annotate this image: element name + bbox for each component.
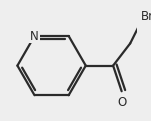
Text: N: N xyxy=(30,30,39,42)
Text: O: O xyxy=(117,96,126,109)
Text: Br: Br xyxy=(140,10,151,23)
